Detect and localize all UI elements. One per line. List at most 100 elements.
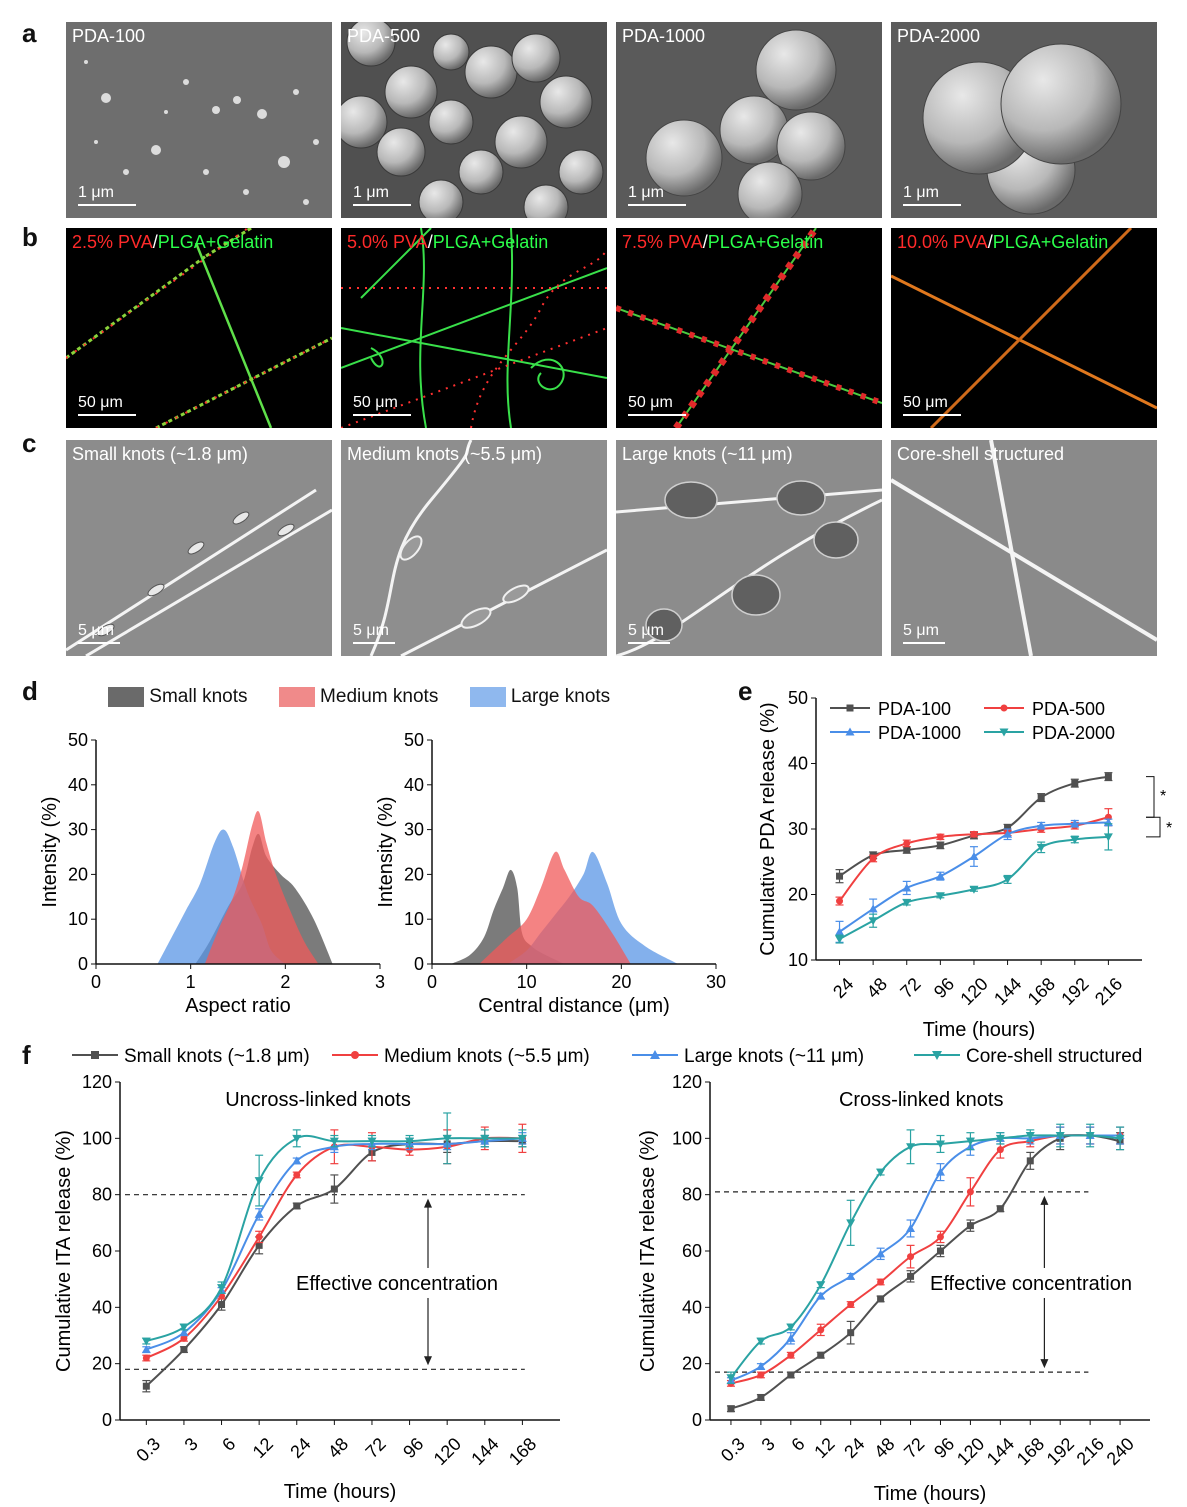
series-4	[726, 1123, 1125, 1384]
data-point	[936, 841, 944, 849]
chart-cross-linked: Cross-linked knots Effective concentratio…	[637, 1074, 1164, 1504]
data-point	[1036, 843, 1046, 852]
legend-label: PDA-100	[878, 699, 951, 719]
significance-bracket	[1146, 776, 1155, 818]
data-point	[757, 1393, 765, 1401]
data-point	[292, 1134, 302, 1143]
scale-bar: 50 μm	[353, 394, 411, 416]
data-point	[966, 1188, 974, 1196]
x-tick-label: 144	[983, 1434, 1018, 1469]
y-tick-label: 30	[68, 820, 88, 840]
x-tick-label: 0	[427, 972, 437, 992]
significance-bracket	[1146, 816, 1161, 838]
data-point	[902, 898, 912, 907]
tile-title: PDA-2000	[897, 26, 981, 46]
x-tick-label: 48	[863, 974, 891, 1002]
y-tick-label: 40	[92, 1297, 112, 1317]
legend-swatch-small	[108, 687, 144, 707]
data-point	[1055, 1132, 1065, 1141]
chart-title: Cross-linked knots	[839, 1089, 1004, 1111]
panel-label-e: e	[738, 676, 753, 706]
data-point	[756, 1361, 766, 1370]
x-tick-label: 144	[990, 974, 1025, 1009]
series-line	[145, 1137, 523, 1351]
scale-bar: 1 μm	[353, 184, 411, 206]
data-point	[903, 839, 911, 847]
y-tick-label: 40	[404, 775, 424, 795]
data-point	[1115, 1134, 1125, 1143]
chart-central-distance: 0 10 20 30 0 10 20 30 40 50 Central distance (μm) I…	[375, 730, 726, 1017]
data-point	[1003, 875, 1013, 884]
x-axis-label: Time (hours)	[284, 1481, 397, 1503]
panel-label-a: a	[22, 18, 37, 48]
data-point	[442, 1134, 452, 1143]
data-point	[907, 1253, 915, 1261]
x-tick-label: 48	[324, 1434, 352, 1462]
panel-label-b: b	[22, 222, 38, 252]
data-point	[847, 1329, 855, 1337]
data-point	[835, 935, 845, 944]
data-point	[293, 1171, 301, 1179]
data-point	[846, 704, 854, 712]
data-point	[970, 830, 978, 838]
scale-bar: 50 μm	[628, 394, 686, 416]
data-point	[936, 1247, 944, 1255]
sem-image-large-knots	[616, 440, 882, 656]
data-point	[869, 854, 877, 862]
x-tick-label: 96	[930, 1434, 958, 1462]
scale-bar-label: 1 μm	[353, 184, 389, 201]
data-point	[367, 1137, 377, 1146]
data-point	[932, 1051, 942, 1060]
y-tick-label: 50	[404, 730, 424, 750]
series-line	[145, 1134, 523, 1343]
x-tick-label: 168	[1024, 974, 1059, 1009]
scale-bar: 1 μm	[628, 184, 686, 206]
data-point	[757, 1371, 765, 1379]
y-tick-label: 30	[404, 820, 424, 840]
y-tick-label: 20	[68, 864, 88, 884]
x-tick-label: 3	[758, 1434, 779, 1455]
sem-image-pda-100	[66, 22, 332, 218]
data-point	[255, 1233, 263, 1241]
legend-label: Large knots (~11 μm)	[684, 1046, 864, 1067]
data-point	[1085, 1132, 1095, 1141]
scale-bar: 5 μm	[628, 622, 670, 644]
data-point	[1071, 779, 1079, 787]
tile-title: 10.0% PVA/PLGA+Gelatin	[897, 232, 1108, 253]
annotation-label: Effective concentration	[930, 1273, 1132, 1295]
significance-mark: *	[1166, 820, 1172, 837]
data-point	[817, 1326, 825, 1334]
data-point	[786, 1333, 796, 1342]
tile-title: 7.5% PVA/PLGA+Gelatin	[622, 232, 823, 253]
data-point	[996, 1146, 1004, 1154]
data-point	[936, 833, 944, 841]
data-point	[787, 1351, 795, 1359]
y-tick-label: 0	[414, 954, 424, 974]
series-4	[835, 823, 1113, 944]
tile-title: 2.5% PVA/PLGA+Gelatin	[72, 232, 273, 253]
x-tick-label: 120	[956, 974, 991, 1009]
series-2	[142, 1123, 527, 1362]
y-tick-label: 0	[78, 954, 88, 974]
legend-swatch-medium	[278, 687, 315, 707]
plga-label: PLGA+Gelatin	[707, 232, 824, 252]
tile-title: Core-shell structured	[897, 444, 1065, 464]
x-tick-label: 2	[280, 972, 290, 992]
data-point	[996, 1205, 1004, 1213]
panel-label-c: c	[22, 428, 37, 458]
y-tick-label: 100	[672, 1128, 702, 1148]
data-point	[756, 1337, 766, 1346]
fluor-image-5-0-pva	[341, 228, 607, 428]
data-point	[517, 1134, 527, 1143]
x-tick-label: 96	[399, 1434, 427, 1462]
x-tick-label: 30	[706, 972, 726, 992]
data-point	[329, 1137, 339, 1146]
data-point	[1103, 833, 1113, 842]
data-point	[868, 904, 878, 913]
data-point	[217, 1284, 227, 1293]
arrow-head-up	[1040, 1195, 1049, 1205]
data-point	[876, 1249, 886, 1258]
panel-label-d: d	[22, 676, 38, 706]
data-point	[1104, 773, 1112, 781]
data-point	[969, 885, 979, 894]
